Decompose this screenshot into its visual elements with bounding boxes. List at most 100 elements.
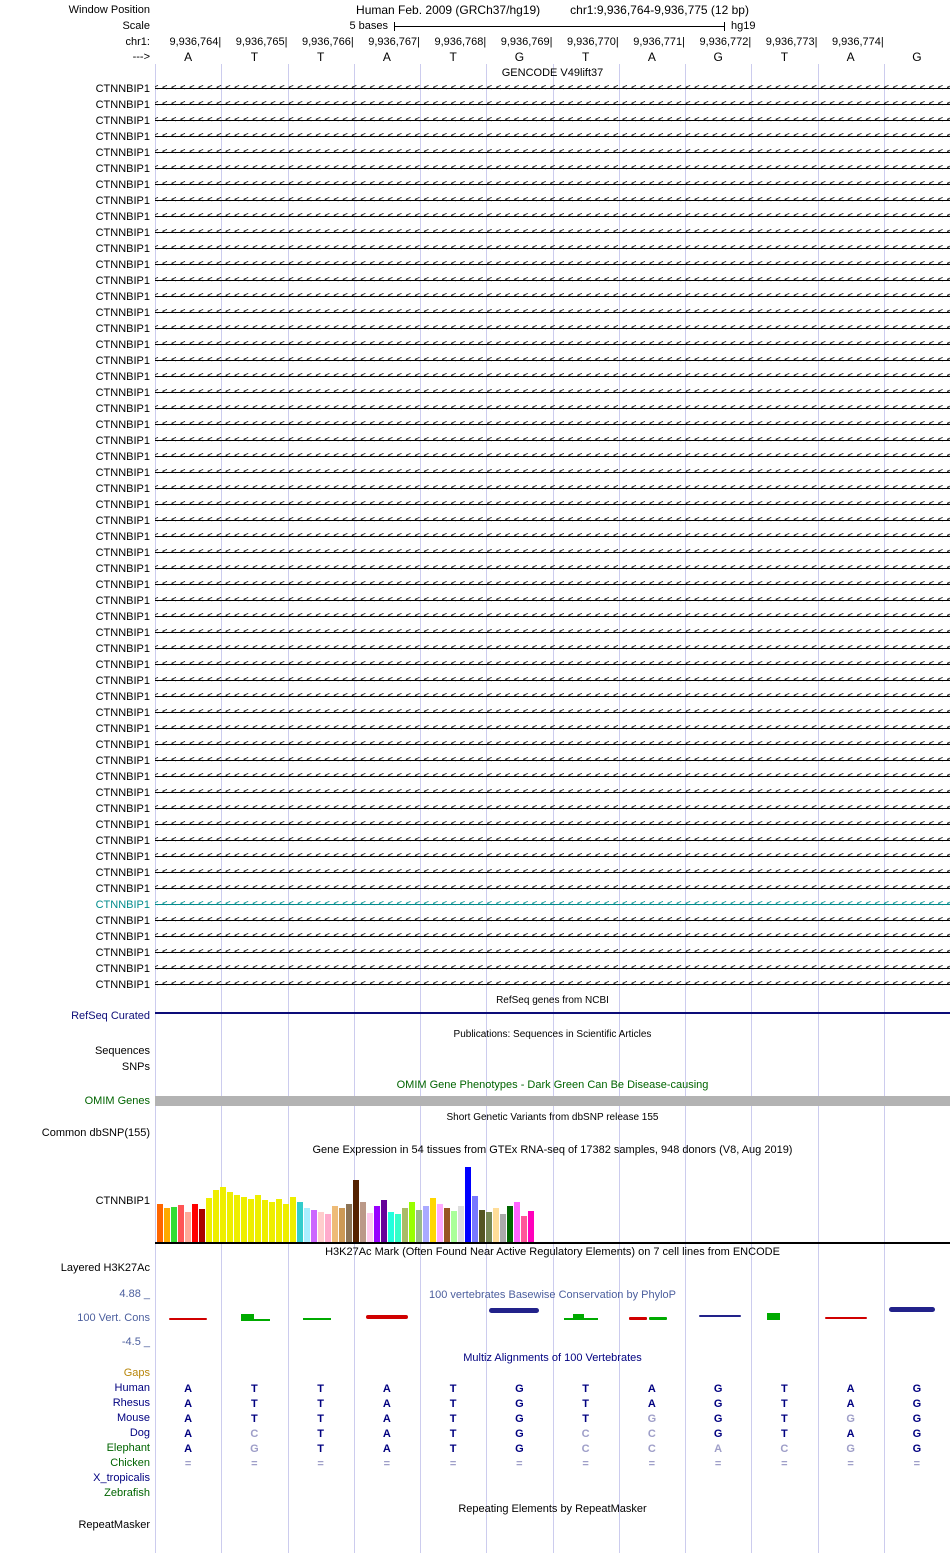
expression-bar[interactable] [297,1202,303,1242]
gene-label[interactable]: CTNNBIP1 [95,930,150,943]
gencode-transcript-row[interactable]: CTNNBIP1 <<<<<<<<<<<<<<<<<<<<<<<<<<<<<<<<… [0,161,950,177]
gencode-transcript-row[interactable]: CTNNBIP1 <<<<<<<<<<<<<<<<<<<<<<<<<<<<<<<<… [0,273,950,289]
expression-bar[interactable] [402,1208,408,1242]
expression-bar[interactable] [374,1206,380,1242]
expression-bar[interactable] [171,1207,177,1242]
gencode-transcript-row[interactable]: CTNNBIP1 <<<<<<<<<<<<<<<<<<<<<<<<<<<<<<<<… [0,449,950,465]
expression-bar[interactable] [318,1212,324,1242]
gencode-transcript-row[interactable]: CTNNBIP1 <<<<<<<<<<<<<<<<<<<<<<<<<<<<<<<<… [0,897,950,913]
transcript-glyph[interactable]: <<<<<<<<<<<<<<<<<<<<<<<<<<<<<<<<<<<<<<<<… [155,977,950,993]
gene-label[interactable]: CTNNBIP1 [95,274,150,287]
omim-dense-track[interactable] [155,1093,950,1109]
gencode-transcript-row[interactable]: CTNNBIP1 <<<<<<<<<<<<<<<<<<<<<<<<<<<<<<<<… [0,865,950,881]
gene-label[interactable]: CTNNBIP1 [95,370,150,383]
expression-bar[interactable] [332,1206,338,1242]
gene-label[interactable]: CTNNBIP1 [95,818,150,831]
expression-bar[interactable] [290,1197,296,1242]
gene-label[interactable]: CTNNBIP1 [95,578,150,591]
gene-label[interactable]: CTNNBIP1 [95,642,150,655]
expression-bar[interactable] [451,1211,457,1242]
gencode-transcript-row[interactable]: CTNNBIP1 <<<<<<<<<<<<<<<<<<<<<<<<<<<<<<<<… [0,577,950,593]
transcript-glyph[interactable]: <<<<<<<<<<<<<<<<<<<<<<<<<<<<<<<<<<<<<<<<… [155,161,950,177]
gencode-transcript-row[interactable]: CTNNBIP1 <<<<<<<<<<<<<<<<<<<<<<<<<<<<<<<<… [0,609,950,625]
gene-label[interactable]: CTNNBIP1 [95,98,150,111]
expression-bar[interactable] [178,1205,184,1242]
expression-bar[interactable] [346,1204,352,1242]
transcript-glyph[interactable]: <<<<<<<<<<<<<<<<<<<<<<<<<<<<<<<<<<<<<<<<… [155,945,950,961]
transcript-glyph[interactable]: <<<<<<<<<<<<<<<<<<<<<<<<<<<<<<<<<<<<<<<<… [155,817,950,833]
common-dbsnp-label[interactable]: Common dbSNP(155) [41,1127,150,1140]
gencode-transcript-row[interactable]: CTNNBIP1 <<<<<<<<<<<<<<<<<<<<<<<<<<<<<<<<… [0,385,950,401]
gencode-transcript-row[interactable]: CTNNBIP1 <<<<<<<<<<<<<<<<<<<<<<<<<<<<<<<<… [0,593,950,609]
gencode-transcript-row[interactable]: CTNNBIP1 <<<<<<<<<<<<<<<<<<<<<<<<<<<<<<<<… [0,849,950,865]
gencode-transcript-row[interactable]: CTNNBIP1 <<<<<<<<<<<<<<<<<<<<<<<<<<<<<<<<… [0,401,950,417]
gene-label[interactable]: CTNNBIP1 [95,386,150,399]
transcript-glyph[interactable]: <<<<<<<<<<<<<<<<<<<<<<<<<<<<<<<<<<<<<<<<… [155,401,950,417]
gene-label[interactable]: CTNNBIP1 [95,82,150,95]
gene-label[interactable]: CTNNBIP1 [95,114,150,127]
refseq-dense-track[interactable] [155,1008,950,1025]
gene-label[interactable]: CTNNBIP1 [95,546,150,559]
transcript-glyph[interactable]: <<<<<<<<<<<<<<<<<<<<<<<<<<<<<<<<<<<<<<<<… [155,321,950,337]
gene-label[interactable]: CTNNBIP1 [95,226,150,239]
gencode-transcript-row[interactable]: CTNNBIP1 <<<<<<<<<<<<<<<<<<<<<<<<<<<<<<<<… [0,113,950,129]
expression-bar[interactable] [185,1212,191,1242]
expression-bar[interactable] [353,1180,359,1242]
expression-bar[interactable] [241,1197,247,1242]
expression-bar[interactable] [304,1208,310,1242]
transcript-glyph[interactable]: <<<<<<<<<<<<<<<<<<<<<<<<<<<<<<<<<<<<<<<<… [155,81,950,97]
expression-bar[interactable] [381,1200,387,1242]
expression-bar[interactable] [220,1187,226,1242]
expression-bar[interactable] [479,1210,485,1242]
transcript-glyph[interactable]: <<<<<<<<<<<<<<<<<<<<<<<<<<<<<<<<<<<<<<<<… [155,193,950,209]
transcript-glyph[interactable]: <<<<<<<<<<<<<<<<<<<<<<<<<<<<<<<<<<<<<<<<… [155,97,950,113]
transcript-glyph[interactable]: <<<<<<<<<<<<<<<<<<<<<<<<<<<<<<<<<<<<<<<<… [155,881,950,897]
transcript-glyph[interactable]: <<<<<<<<<<<<<<<<<<<<<<<<<<<<<<<<<<<<<<<<… [155,849,950,865]
transcript-glyph[interactable]: <<<<<<<<<<<<<<<<<<<<<<<<<<<<<<<<<<<<<<<<… [155,689,950,705]
expression-bar[interactable] [227,1192,233,1242]
gene-label[interactable]: CTNNBIP1 [95,482,150,495]
gencode-transcript-row[interactable]: CTNNBIP1 <<<<<<<<<<<<<<<<<<<<<<<<<<<<<<<<… [0,657,950,673]
transcript-glyph[interactable]: <<<<<<<<<<<<<<<<<<<<<<<<<<<<<<<<<<<<<<<<… [155,929,950,945]
transcript-glyph[interactable]: <<<<<<<<<<<<<<<<<<<<<<<<<<<<<<<<<<<<<<<<… [155,497,950,513]
transcript-glyph[interactable]: <<<<<<<<<<<<<<<<<<<<<<<<<<<<<<<<<<<<<<<<… [155,417,950,433]
omim-dense-item[interactable] [155,1096,950,1106]
gene-label[interactable]: CTNNBIP1 [95,786,150,799]
transcript-glyph[interactable]: <<<<<<<<<<<<<<<<<<<<<<<<<<<<<<<<<<<<<<<<… [155,913,950,929]
gene-label[interactable]: CTNNBIP1 [95,162,150,175]
gtex-gene-label[interactable]: CTNNBIP1 [95,1194,150,1207]
transcript-glyph[interactable]: <<<<<<<<<<<<<<<<<<<<<<<<<<<<<<<<<<<<<<<<… [155,273,950,289]
transcript-glyph[interactable]: <<<<<<<<<<<<<<<<<<<<<<<<<<<<<<<<<<<<<<<<… [155,561,950,577]
snps-label[interactable]: SNPs [121,1061,150,1074]
expression-bar[interactable] [444,1208,450,1242]
transcript-glyph[interactable]: <<<<<<<<<<<<<<<<<<<<<<<<<<<<<<<<<<<<<<<<… [155,513,950,529]
transcript-glyph[interactable]: <<<<<<<<<<<<<<<<<<<<<<<<<<<<<<<<<<<<<<<<… [155,721,950,737]
gencode-transcript-row[interactable]: CTNNBIP1 <<<<<<<<<<<<<<<<<<<<<<<<<<<<<<<<… [0,705,950,721]
expression-bar[interactable] [465,1167,471,1242]
expression-bar[interactable] [248,1199,254,1242]
transcript-glyph[interactable]: <<<<<<<<<<<<<<<<<<<<<<<<<<<<<<<<<<<<<<<<… [155,385,950,401]
gencode-transcript-row[interactable]: CTNNBIP1 <<<<<<<<<<<<<<<<<<<<<<<<<<<<<<<<… [0,769,950,785]
gene-label[interactable]: CTNNBIP1 [95,290,150,303]
gene-label[interactable]: CTNNBIP1 [95,338,150,351]
gene-label[interactable]: CTNNBIP1 [95,850,150,863]
transcript-glyph[interactable]: <<<<<<<<<<<<<<<<<<<<<<<<<<<<<<<<<<<<<<<<… [155,673,950,689]
species-label[interactable]: Mouse [116,1412,150,1425]
species-label[interactable]: X_tropicalis [93,1472,150,1485]
gencode-transcript-row[interactable]: CTNNBIP1 <<<<<<<<<<<<<<<<<<<<<<<<<<<<<<<<… [0,465,950,481]
gencode-transcript-row[interactable]: CTNNBIP1 <<<<<<<<<<<<<<<<<<<<<<<<<<<<<<<<… [0,417,950,433]
gencode-transcript-row[interactable]: CTNNBIP1 <<<<<<<<<<<<<<<<<<<<<<<<<<<<<<<<… [0,929,950,945]
gencode-transcript-row[interactable]: CTNNBIP1 <<<<<<<<<<<<<<<<<<<<<<<<<<<<<<<<… [0,209,950,225]
gene-label[interactable]: CTNNBIP1 [95,354,150,367]
gencode-transcript-row[interactable]: CTNNBIP1 <<<<<<<<<<<<<<<<<<<<<<<<<<<<<<<<… [0,561,950,577]
expression-bar[interactable] [262,1200,268,1242]
transcript-glyph[interactable]: <<<<<<<<<<<<<<<<<<<<<<<<<<<<<<<<<<<<<<<<… [155,961,950,977]
gencode-transcript-row[interactable]: CTNNBIP1 <<<<<<<<<<<<<<<<<<<<<<<<<<<<<<<<… [0,97,950,113]
gene-label[interactable]: CTNNBIP1 [95,626,150,639]
expression-bar[interactable] [416,1210,422,1242]
expression-bar[interactable] [164,1208,170,1242]
gene-label[interactable]: CTNNBIP1 [95,594,150,607]
expression-bar[interactable] [339,1208,345,1242]
gene-label[interactable]: CTNNBIP1 [95,402,150,415]
gene-label[interactable]: CTNNBIP1 [95,722,150,735]
